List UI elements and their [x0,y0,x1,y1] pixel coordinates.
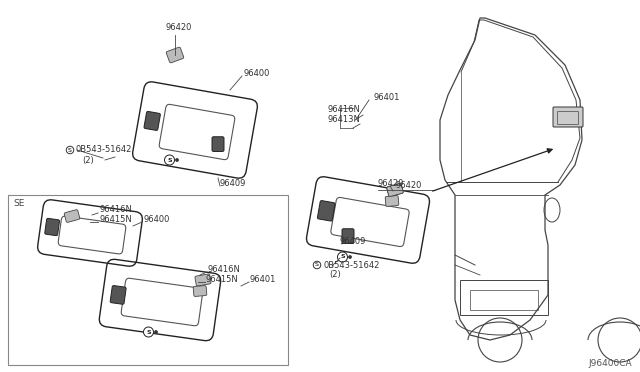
FancyBboxPatch shape [553,107,583,127]
Text: 96420: 96420 [378,179,404,187]
Text: 96416N: 96416N [100,205,133,215]
Circle shape [337,252,348,262]
Text: (2): (2) [329,270,340,279]
FancyBboxPatch shape [385,196,399,206]
Text: 96416N: 96416N [208,266,241,275]
FancyBboxPatch shape [212,137,224,151]
Text: 96400: 96400 [243,68,269,77]
Circle shape [175,158,179,161]
Text: SE: SE [13,199,24,208]
Text: S: S [167,157,172,163]
Text: 96415N: 96415N [206,276,239,285]
Text: 0B543-51642: 0B543-51642 [76,145,132,154]
Text: (2): (2) [82,155,93,164]
FancyBboxPatch shape [317,201,335,221]
Text: 96409: 96409 [220,179,246,187]
Text: 96401: 96401 [250,276,276,285]
Text: 0B543-51642: 0B543-51642 [323,260,380,269]
Text: 96416N: 96416N [327,106,360,115]
Bar [470,290,538,310]
Circle shape [164,155,175,165]
FancyBboxPatch shape [166,47,184,63]
FancyBboxPatch shape [110,286,126,304]
FancyBboxPatch shape [195,274,211,286]
FancyBboxPatch shape [144,111,161,131]
FancyBboxPatch shape [45,218,60,235]
Bar [8,195,288,365]
Bar [460,280,548,315]
Text: 96413N: 96413N [327,115,360,125]
Text: 96401: 96401 [373,93,399,103]
Text: S: S [68,148,72,153]
FancyBboxPatch shape [342,229,354,243]
Circle shape [349,256,351,259]
Circle shape [143,327,154,337]
FancyBboxPatch shape [193,286,207,296]
FancyBboxPatch shape [387,183,403,196]
FancyBboxPatch shape [64,210,80,222]
Text: S: S [315,263,319,267]
Circle shape [154,330,157,334]
Text: 96420: 96420 [395,180,421,189]
Text: S: S [340,254,345,260]
Text: S: S [146,330,151,334]
Text: 96415N: 96415N [100,215,132,224]
Text: 96409: 96409 [340,237,366,247]
Text: 96400: 96400 [143,215,170,224]
Text: 96420: 96420 [165,23,191,32]
Text: J96400CA: J96400CA [588,359,632,368]
FancyBboxPatch shape [387,183,403,196]
